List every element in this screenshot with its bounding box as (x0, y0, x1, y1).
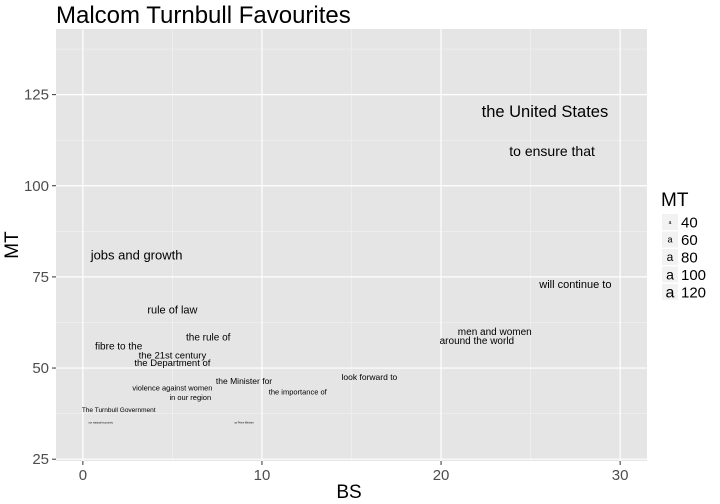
legend-key (662, 284, 678, 300)
legend-glyph: a (667, 235, 672, 245)
y-axis-title: MT (2, 231, 23, 259)
data-label: fibre to the (95, 342, 143, 353)
data-label: the Minister for (216, 376, 272, 386)
data-label: the rule of (186, 333, 231, 344)
legend-key (662, 214, 678, 230)
x-axis-title: BS (336, 482, 361, 503)
chart-title: Malcom Turnbull Favourites (56, 2, 351, 29)
legend-label: 40 (681, 215, 698, 232)
y-tick-label: 25 (32, 451, 49, 468)
legend-glyph: a (666, 285, 675, 302)
data-label: look forward to (342, 372, 398, 382)
legend-key (662, 249, 678, 265)
x-tick-label: 20 (433, 467, 450, 484)
y-tick-label: 50 (32, 360, 49, 377)
data-labels: the United States to ensure that jobs and … (82, 103, 612, 425)
data-label: men and women (458, 327, 532, 338)
data-label: the 21st century (139, 351, 207, 362)
data-label: the importance of (269, 387, 328, 396)
data-label: as Prime Minister (234, 422, 253, 425)
data-label: The Turnbull Government (82, 407, 156, 414)
y-tick-label: 125 (24, 87, 49, 104)
legend-label: 60 (681, 232, 698, 249)
data-label: our national economic (89, 422, 114, 425)
data-label: in our region (169, 393, 211, 402)
legend-label: 100 (681, 267, 706, 284)
data-label: jobs and growth (90, 248, 183, 263)
legend-title: MT (661, 190, 689, 211)
legend-glyph: a (667, 250, 674, 264)
legend-key (662, 231, 678, 248)
data-label: violence against women (132, 384, 212, 393)
data-label: the Department of (134, 358, 210, 369)
data-label: around the world (440, 336, 515, 347)
legend: MT a 40 a 60 a 80 a 100 a 120 (661, 190, 706, 302)
legend-glyph: a (669, 220, 672, 226)
data-label: will continue to (538, 279, 611, 291)
x-tick-label: 10 (254, 467, 271, 484)
data-label: the United States (482, 103, 609, 121)
y-tick-label: 75 (32, 269, 49, 286)
y-tick-label: 100 (24, 178, 49, 195)
grid (56, 29, 647, 461)
x-tick-label: 0 (79, 467, 87, 484)
x-tick-label: 30 (612, 467, 629, 484)
legend-label: 120 (681, 285, 706, 302)
data-label: to ensure that (509, 143, 595, 159)
axis-ticks: 0 10 20 30 25 50 75 100 125 (24, 87, 629, 484)
legend-key (662, 266, 678, 283)
data-label: rule of law (147, 305, 197, 317)
legend-glyph: a (666, 266, 674, 282)
legend-label: 80 (681, 250, 698, 267)
